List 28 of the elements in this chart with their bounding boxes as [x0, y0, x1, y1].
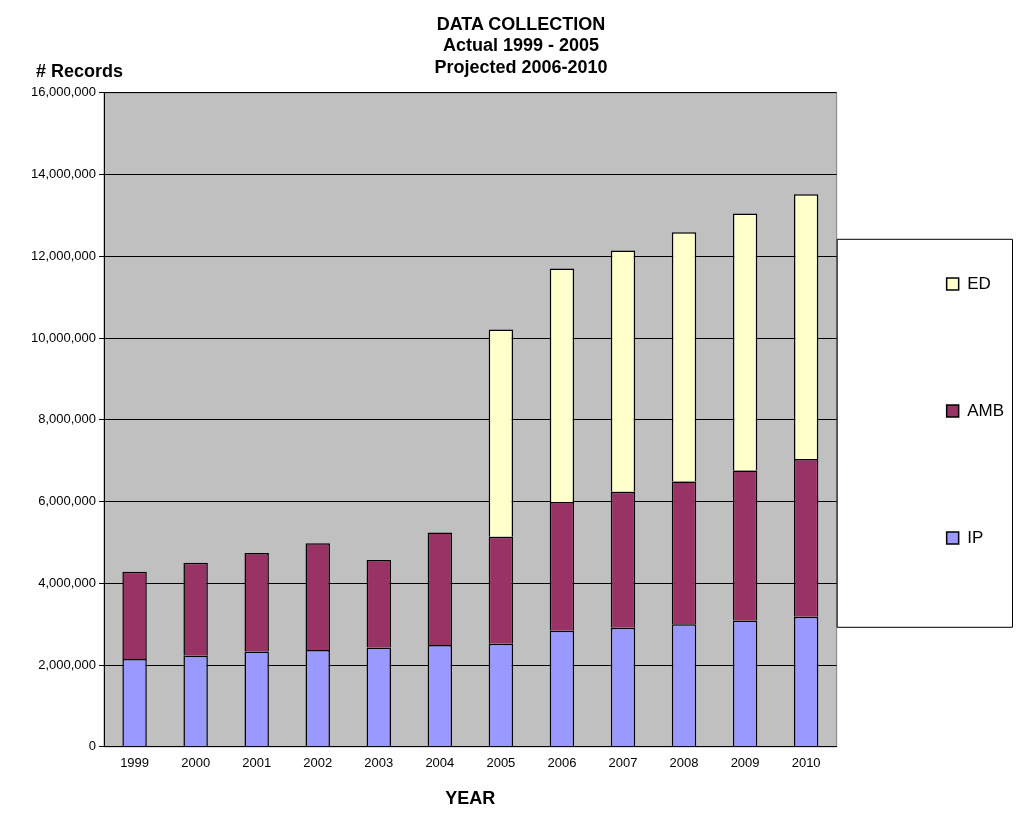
y-tick-label: 14,000,000 [30, 166, 97, 182]
legend-label: IP [967, 527, 984, 547]
y-tick-label: 12,000,000 [30, 247, 97, 263]
y-tick-label: 16,000,000 [30, 84, 97, 100]
y-tick-label: 0 [88, 738, 97, 754]
x-tick-label: 2007 [608, 755, 638, 771]
x-tick-label: 2003 [364, 755, 394, 771]
x-tick-label: 2009 [730, 755, 760, 771]
y-axis-title: # Records [36, 60, 124, 81]
y-tick-label: 2,000,000 [38, 656, 97, 672]
x-tick-label: 2008 [669, 755, 699, 771]
x-axis-title: YEAR [445, 788, 496, 809]
x-tick-label: 2005 [486, 755, 516, 771]
x-tick-label: 2002 [303, 755, 333, 771]
y-tick-label: 10,000,000 [30, 329, 97, 345]
x-tick-label: 1999 [120, 755, 150, 771]
legend-label: ED [967, 273, 991, 293]
x-tick-label: 2004 [425, 755, 455, 771]
y-tick-label: 6,000,000 [38, 493, 97, 509]
x-tick-label: 2001 [242, 755, 272, 771]
chart-title: DATA COLLECTION [436, 13, 606, 34]
legend-label: AMB [967, 400, 1004, 420]
chart-subtitle: Actual 1999 - 2005 Projected 2006-2010 [434, 35, 608, 77]
x-tick-label: 2000 [181, 755, 211, 771]
y-tick-label: 4,000,000 [38, 574, 97, 590]
x-tick-label: 2010 [791, 755, 821, 771]
y-tick-label: 8,000,000 [38, 411, 97, 427]
x-tick-label: 2006 [547, 755, 577, 771]
